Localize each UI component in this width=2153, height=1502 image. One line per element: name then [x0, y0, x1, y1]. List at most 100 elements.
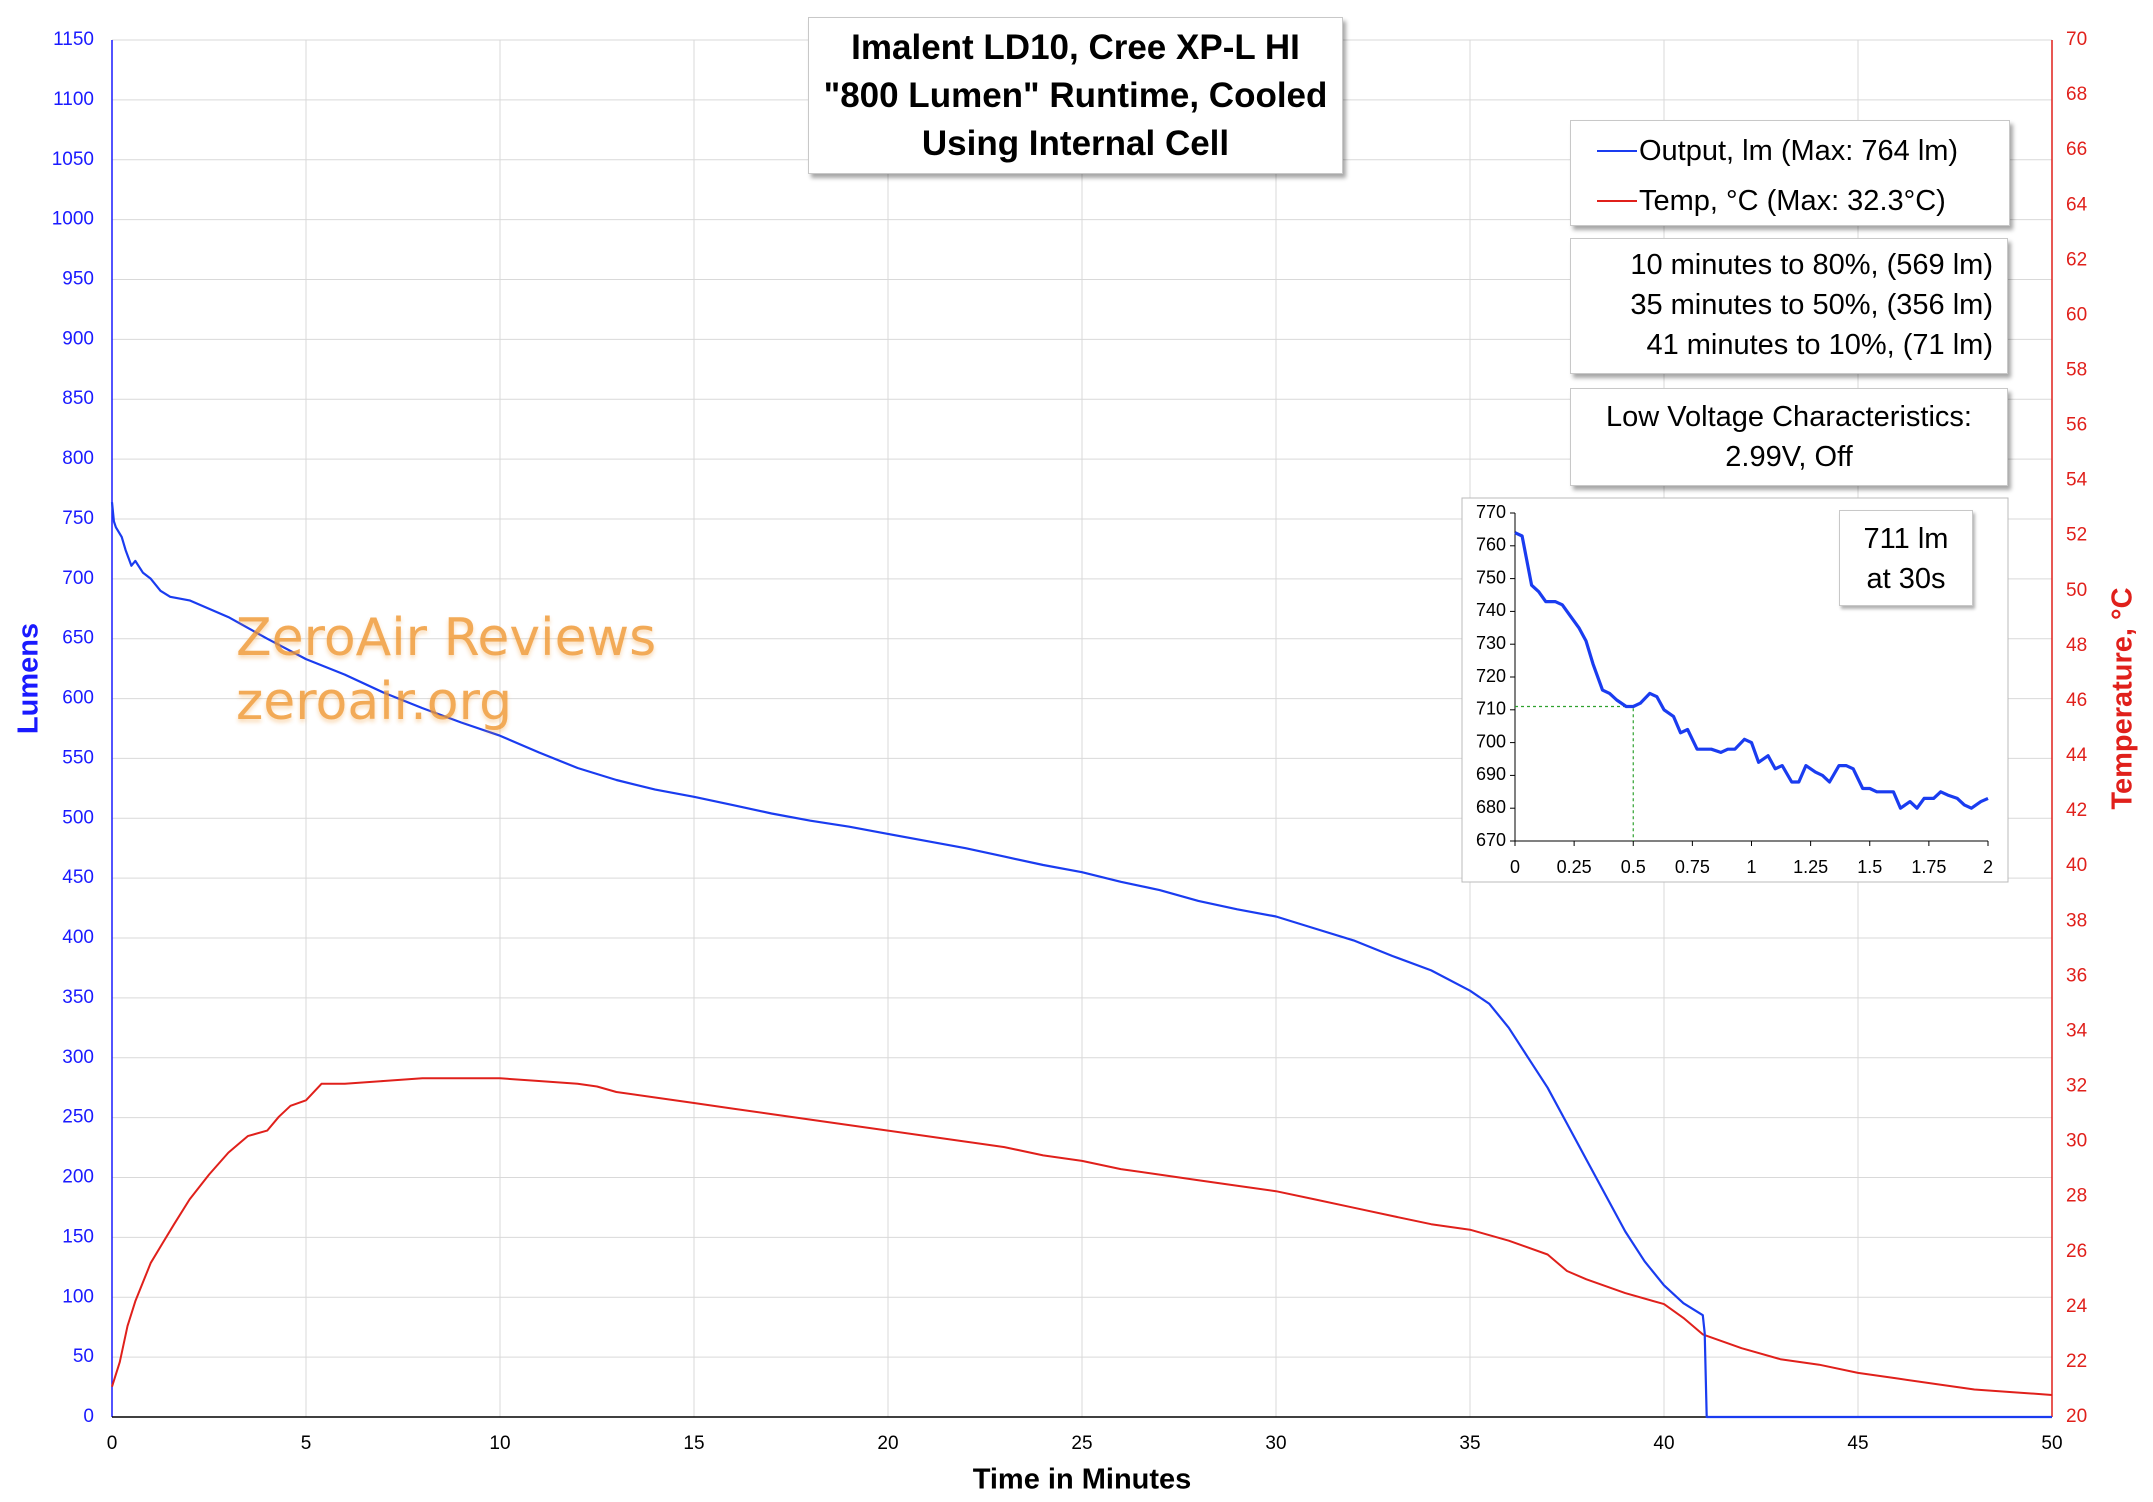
y-tick-label: 650 — [62, 628, 94, 649]
y-tick-label: 1150 — [53, 29, 94, 50]
inset-y-tick-label: 730 — [1476, 633, 1506, 653]
chart-title: Imalent LD10, Cree XP-L HI "800 Lumen" R… — [808, 17, 1343, 174]
low-voltage-line1: Low Voltage Characteristics: — [1606, 401, 1972, 433]
y-tick-label: 1000 — [52, 209, 94, 230]
stat-line2: 35 minutes to 50%, (356 lm) — [1630, 289, 1993, 321]
y2-tick-label: 34 — [2066, 1020, 2088, 1041]
inset-y-tick-label: 670 — [1476, 830, 1506, 850]
inset-annotation-line2: at 30s — [1866, 563, 1946, 595]
inset-annotation-line1: 711 lm — [1863, 523, 1949, 555]
y-tick-label: 500 — [62, 807, 94, 828]
inset-x-tick-label: 1.5 — [1857, 857, 1882, 877]
inset-y-tick-label: 690 — [1476, 764, 1506, 784]
inset-y-tick-label: 770 — [1476, 502, 1506, 522]
inset-x-tick-label: 0.75 — [1675, 857, 1710, 877]
inset-y-tick-label: 680 — [1476, 797, 1506, 817]
y2-tick-label: 30 — [2066, 1131, 2087, 1152]
y2-tick-label: 56 — [2066, 415, 2087, 436]
legend-swatch-output — [1597, 150, 1637, 152]
inset-x-tick-label: 2 — [1983, 857, 1993, 877]
chart-title-line1: Imalent LD10, Cree XP-L HI — [851, 28, 1300, 67]
y-tick-label: 250 — [62, 1107, 94, 1128]
inset-annotation: 711 lm at 30s — [1839, 510, 1973, 606]
y2-tick-label: 32 — [2066, 1076, 2087, 1097]
y2-tick-label: 46 — [2066, 690, 2087, 711]
y-tick-label: 600 — [62, 688, 94, 709]
y-axis-title: Lumens — [13, 623, 45, 734]
y-tick-label: 950 — [62, 268, 94, 289]
y-tick-label: 350 — [62, 987, 94, 1008]
inset-x-tick-label: 0.5 — [1621, 857, 1646, 877]
x-tick-label: 10 — [489, 1433, 510, 1454]
y2-tick-label: 42 — [2066, 800, 2087, 821]
x-tick-label: 20 — [877, 1433, 898, 1454]
y-tick-label: 900 — [62, 328, 94, 349]
y2-tick-label: 62 — [2066, 249, 2087, 270]
y2-tick-label: 52 — [2066, 525, 2087, 546]
x-axis-title: Time in Minutes — [973, 1464, 1192, 1496]
inset-x-tick-label: 1.25 — [1793, 857, 1828, 877]
inset-x-tick-label: 1 — [1746, 857, 1756, 877]
inset-series-line-output — [1514, 531, 1989, 810]
y-tick-label: 50 — [73, 1346, 94, 1367]
y2-tick-label: 24 — [2066, 1296, 2088, 1317]
y2-tick-label: 22 — [2066, 1351, 2087, 1372]
watermark-line2: zeroair.org — [236, 672, 513, 732]
x-tick-label: 50 — [2041, 1433, 2062, 1454]
x-tick-label: 25 — [1071, 1433, 1092, 1454]
y2-tick-label: 64 — [2066, 194, 2088, 215]
y-tick-label: 750 — [62, 508, 94, 529]
y-tick-label: 700 — [62, 568, 94, 589]
inset-y-tick-label: 760 — [1476, 535, 1506, 555]
inset-y-tick-label: 750 — [1476, 567, 1506, 587]
y2-tick-label: 44 — [2066, 745, 2088, 766]
low-voltage-line2: 2.99V, Off — [1725, 441, 1853, 473]
y2-tick-label: 58 — [2066, 359, 2087, 380]
inset-x-tick-label: 0 — [1510, 857, 1520, 877]
y2-tick-label: 50 — [2066, 580, 2087, 601]
x-tick-label: 35 — [1459, 1433, 1480, 1454]
y2-tick-label: 68 — [2066, 84, 2087, 105]
y-tick-label: 550 — [62, 747, 94, 768]
x-tick-label: 30 — [1265, 1433, 1286, 1454]
y-tick-label: 200 — [62, 1167, 94, 1188]
y-tick-label: 450 — [62, 867, 94, 888]
legend-swatch-temp — [1597, 200, 1637, 202]
stats-box: 10 minutes to 80%, (569 lm) 35 minutes t… — [1570, 238, 2008, 374]
inset-x-tick-label: 0.25 — [1557, 857, 1592, 877]
chart-title-line2: "800 Lumen" Runtime, Cooled — [823, 76, 1328, 115]
stat-line1: 10 minutes to 80%, (569 lm) — [1630, 249, 1993, 281]
y2-tick-label: 40 — [2066, 855, 2087, 876]
y2-tick-label: 26 — [2066, 1241, 2087, 1262]
inset-y-tick-label: 700 — [1476, 731, 1506, 751]
inset-x-tick-label: 1.75 — [1911, 857, 1946, 877]
watermark-line1: ZeroAir Reviews — [236, 608, 657, 668]
y2-tick-label: 48 — [2066, 635, 2087, 656]
y-tick-label: 150 — [62, 1226, 94, 1247]
x-tick-label: 40 — [1653, 1433, 1674, 1454]
y2-axis-title: Temperature, °C — [2107, 587, 2139, 809]
legend: Output, lm (Max: 764 lm) Temp, °C (Max: … — [1570, 120, 2010, 226]
y-tick-label: 400 — [62, 927, 94, 948]
y-tick-label: 850 — [62, 388, 94, 409]
y2-tick-label: 28 — [2066, 1186, 2087, 1207]
stat-line3: 41 minutes to 10%, (71 lm) — [1646, 329, 1993, 361]
low-voltage-box: Low Voltage Characteristics: 2.99V, Off — [1570, 388, 2008, 486]
y-tick-label: 0 — [83, 1406, 94, 1427]
y2-tick-label: 38 — [2066, 910, 2087, 931]
legend-label-output: Output, lm (Max: 764 lm) — [1639, 134, 1959, 167]
y-tick-label: 1100 — [53, 89, 94, 110]
inset-y-tick-label: 710 — [1476, 699, 1506, 719]
legend-label-temp: Temp, °C (Max: 32.3°C) — [1639, 184, 1946, 217]
legend-item-temp: Temp, °C (Max: 32.3°C) — [1571, 179, 1946, 223]
y2-tick-label: 70 — [2066, 29, 2087, 50]
y2-tick-label: 54 — [2066, 470, 2088, 491]
y-tick-label: 100 — [62, 1286, 94, 1307]
x-tick-label: 5 — [301, 1433, 312, 1454]
y-tick-label: 300 — [62, 1047, 94, 1068]
x-tick-label: 15 — [683, 1433, 704, 1454]
series-line-output — [110, 502, 2052, 1419]
chart-title-line3: Using Internal Cell — [921, 124, 1230, 163]
inset-y-tick-label: 720 — [1476, 666, 1506, 686]
